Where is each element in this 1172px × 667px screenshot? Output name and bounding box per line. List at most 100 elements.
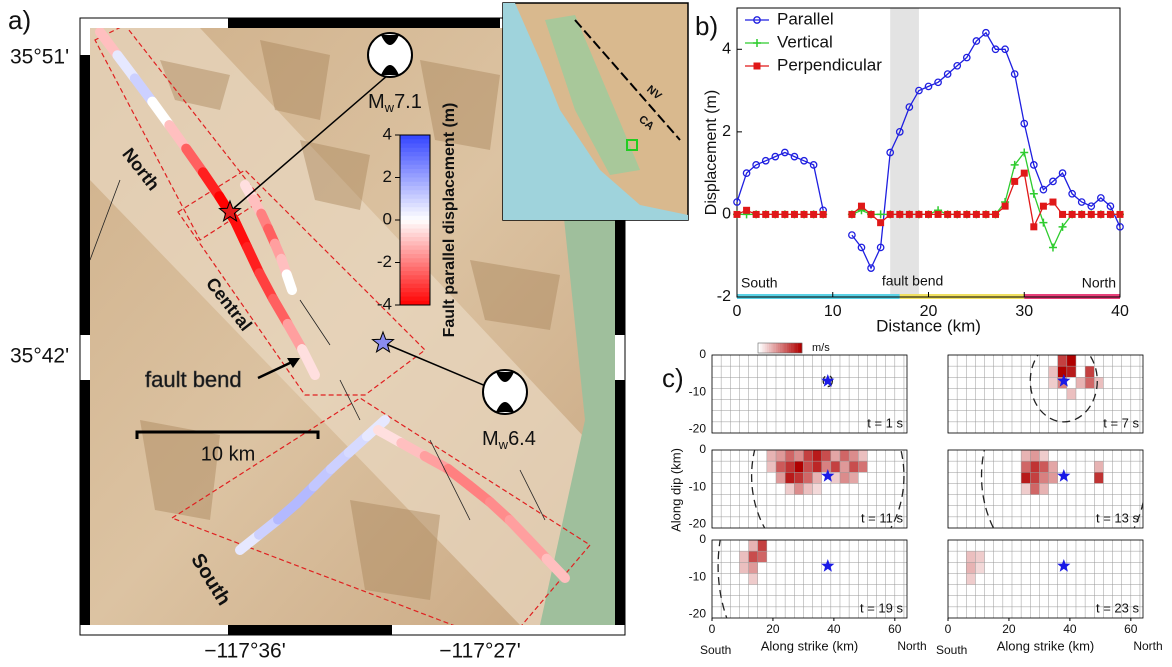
focal-mechanism [482, 369, 528, 415]
marker [915, 210, 923, 218]
rupture-front [717, 540, 728, 618]
slip-cell [812, 483, 822, 495]
marker [1097, 210, 1105, 218]
marker [972, 210, 980, 218]
x-axis-title: Distance (km) [876, 316, 981, 335]
slip-cell [966, 562, 976, 574]
y-tick-label: 0 [722, 206, 731, 223]
marker [867, 210, 875, 218]
event-label-part: M [368, 91, 385, 113]
x-tick-label: 0 [945, 622, 952, 636]
slip-cell [839, 472, 850, 484]
hypocenter [821, 469, 835, 482]
y-tick-label: -20 [689, 421, 707, 435]
slip-cell [785, 483, 795, 495]
shade-label: fault bend [882, 273, 944, 289]
marker [1059, 210, 1067, 218]
snapshot-label: t = 1 s [867, 415, 903, 430]
colorbar-cell [400, 224, 430, 229]
colorbar-cell [400, 279, 430, 285]
slip-cell [803, 483, 813, 495]
slip-cell [975, 551, 985, 563]
focal-mechanism [367, 32, 413, 78]
marker [895, 128, 904, 136]
rupture-segment [297, 344, 320, 380]
x-tick-label: 0 [733, 303, 742, 320]
colorbar-cell [771, 343, 774, 353]
marker [1097, 194, 1105, 202]
marker [925, 210, 932, 218]
marker [771, 210, 779, 218]
plot-frame [947, 539, 1144, 619]
slip-cell [966, 551, 976, 563]
slip-cell [1039, 450, 1049, 462]
slip-cell [775, 450, 786, 462]
marker [972, 37, 981, 45]
fault-trace [429, 439, 471, 521]
slip-cell [803, 461, 813, 473]
marker [800, 210, 808, 218]
shade [890, 8, 919, 297]
colorbar-cell [784, 343, 787, 353]
plot-frame [947, 354, 1144, 434]
ridge-shade [350, 500, 440, 600]
x-tick-label: 30 [1015, 303, 1033, 320]
colorbar-tick-label: 4 [383, 124, 392, 143]
y-tick-label: -10 [689, 479, 707, 493]
slip-cell [748, 562, 758, 574]
slip-cell [766, 450, 776, 462]
leader [233, 74, 389, 209]
legend-label: Perpendicular [777, 55, 882, 74]
hypocenter [1057, 374, 1071, 387]
colorbar-cell [797, 343, 800, 353]
y-tick-label: -20 [689, 606, 707, 620]
slip-cell [849, 472, 859, 484]
colorbar-cell [400, 169, 430, 174]
slip-cell [1066, 388, 1076, 400]
marker [1020, 169, 1028, 177]
marker [1010, 160, 1019, 169]
y-tick-label: 0 [699, 347, 706, 361]
slip-cell [1057, 366, 1067, 378]
colorbar-cell [400, 143, 430, 149]
colorbar-cell [400, 139, 430, 144]
colorbar-cell [400, 207, 430, 212]
direction-label: North [1133, 639, 1162, 653]
colorbar-cell [791, 343, 794, 353]
legend-label: Vertical [777, 32, 833, 51]
snapshot-label: t = 23 s [1096, 600, 1139, 615]
slip-cell [975, 562, 985, 574]
slip-cell [1094, 377, 1104, 389]
hypocenter [1057, 559, 1071, 572]
series-line [736, 31, 1121, 270]
marker [1078, 210, 1086, 218]
colorbar-cell [400, 164, 430, 170]
fault-trace [90, 179, 121, 261]
marker [867, 264, 875, 272]
ridge-shade [140, 420, 220, 520]
rupture-front [980, 450, 1143, 528]
colorbar-cell [400, 198, 430, 204]
colorbar-frame [757, 342, 803, 354]
marker [1020, 148, 1029, 157]
marker [1029, 189, 1038, 198]
slip-cell [794, 483, 804, 495]
focal-mechanism [381, 35, 399, 75]
colorbar-label: m/s [812, 342, 830, 354]
ridge-shade [300, 140, 370, 210]
colorbar-cell [764, 343, 767, 353]
ridge-shade [160, 60, 230, 110]
colorbar-cell [400, 177, 430, 183]
snapshot-label: t = 7 s [1103, 415, 1139, 430]
x-tick-label: 20 [766, 622, 780, 636]
slip-cell [803, 472, 813, 484]
hypocenter [1057, 469, 1071, 482]
slip-cell [1039, 483, 1049, 495]
slip-cell [1030, 450, 1040, 462]
colorbar-cell [400, 215, 430, 221]
colorbar-tick-label: -2 [377, 252, 392, 271]
colorbar-cell [400, 152, 430, 157]
slip-cell [812, 450, 822, 462]
colorbar-cell [400, 156, 430, 161]
